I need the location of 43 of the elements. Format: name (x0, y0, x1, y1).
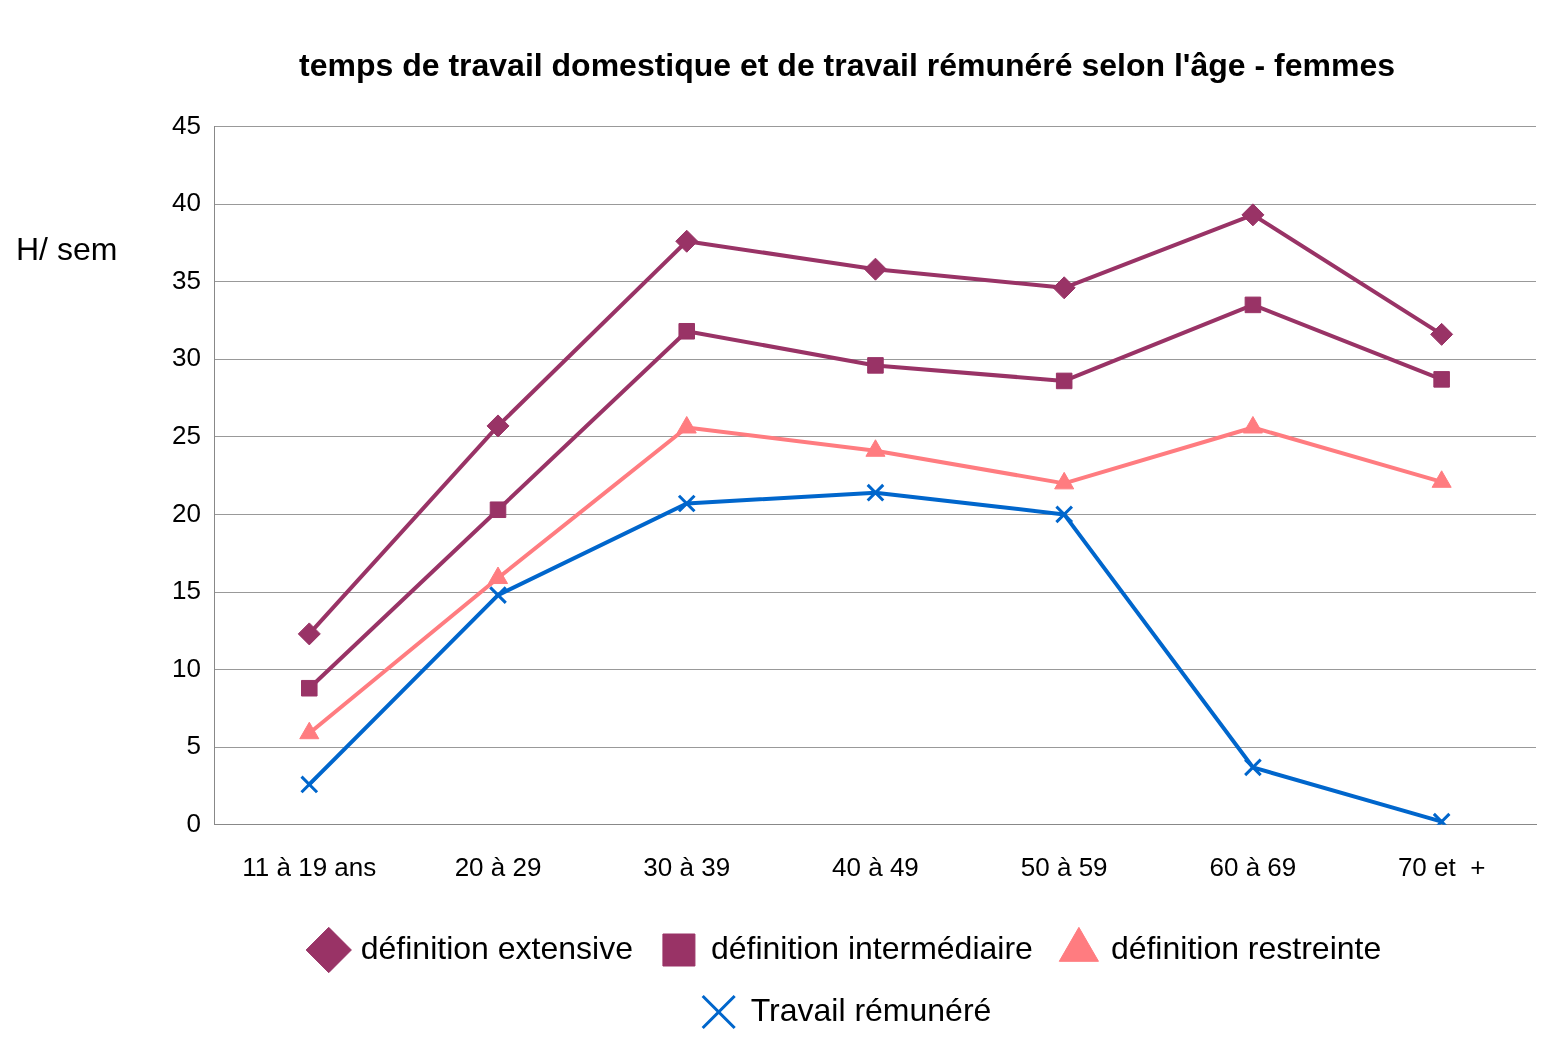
y-axis-title: H/ sem (16, 231, 118, 268)
y-tick-label: 0 (186, 807, 201, 838)
point (297, 622, 321, 646)
x-tick-label: 11 à 19 ans (242, 851, 377, 882)
y-tick-label: 10 (172, 652, 201, 683)
point (1055, 372, 1073, 390)
point (1430, 322, 1454, 346)
legend-label: Travail rémunéré (750, 991, 992, 1028)
point (1244, 296, 1262, 314)
point (300, 775, 319, 794)
point (489, 501, 507, 519)
y-tick-label: 25 (172, 419, 201, 450)
point (867, 357, 884, 374)
x-tick-label: 40 à 49 (832, 851, 919, 882)
chart-title: temps de travail domestique et de travail rémunéré selon l'âge - femmes (299, 47, 1395, 84)
x-tick-label: 60 à 69 (1209, 851, 1297, 882)
point (1054, 505, 1074, 524)
x-tick-label: 70 et + (1397, 851, 1486, 882)
legend-label: définition extensive (360, 929, 633, 966)
legend-label: définition intermédiaire (710, 929, 1033, 966)
point (675, 229, 699, 253)
point (486, 414, 510, 438)
point (1243, 758, 1263, 777)
y-tick-label: 30 (172, 342, 201, 373)
x-tick-label: 50 à 59 (1020, 851, 1108, 882)
point (863, 257, 887, 281)
point (301, 679, 318, 697)
point (677, 494, 697, 513)
x-tick-label: 20 à 29 (454, 851, 542, 882)
x-tick-label: 30 à 39 (643, 851, 731, 882)
y-tick-label: 20 (172, 497, 201, 528)
point (678, 322, 696, 340)
point (1433, 371, 1450, 388)
y-tick-label: 15 (172, 575, 201, 606)
y-tick-label: 45 (172, 109, 201, 140)
y-tick-label: 40 (172, 187, 201, 218)
point (866, 483, 885, 502)
point (1052, 276, 1076, 300)
point (1241, 203, 1265, 227)
y-tick-label: 5 (186, 730, 201, 761)
legend-label: définition restreinte (1110, 929, 1382, 966)
point (488, 585, 508, 605)
y-tick-label: 35 (172, 264, 201, 295)
